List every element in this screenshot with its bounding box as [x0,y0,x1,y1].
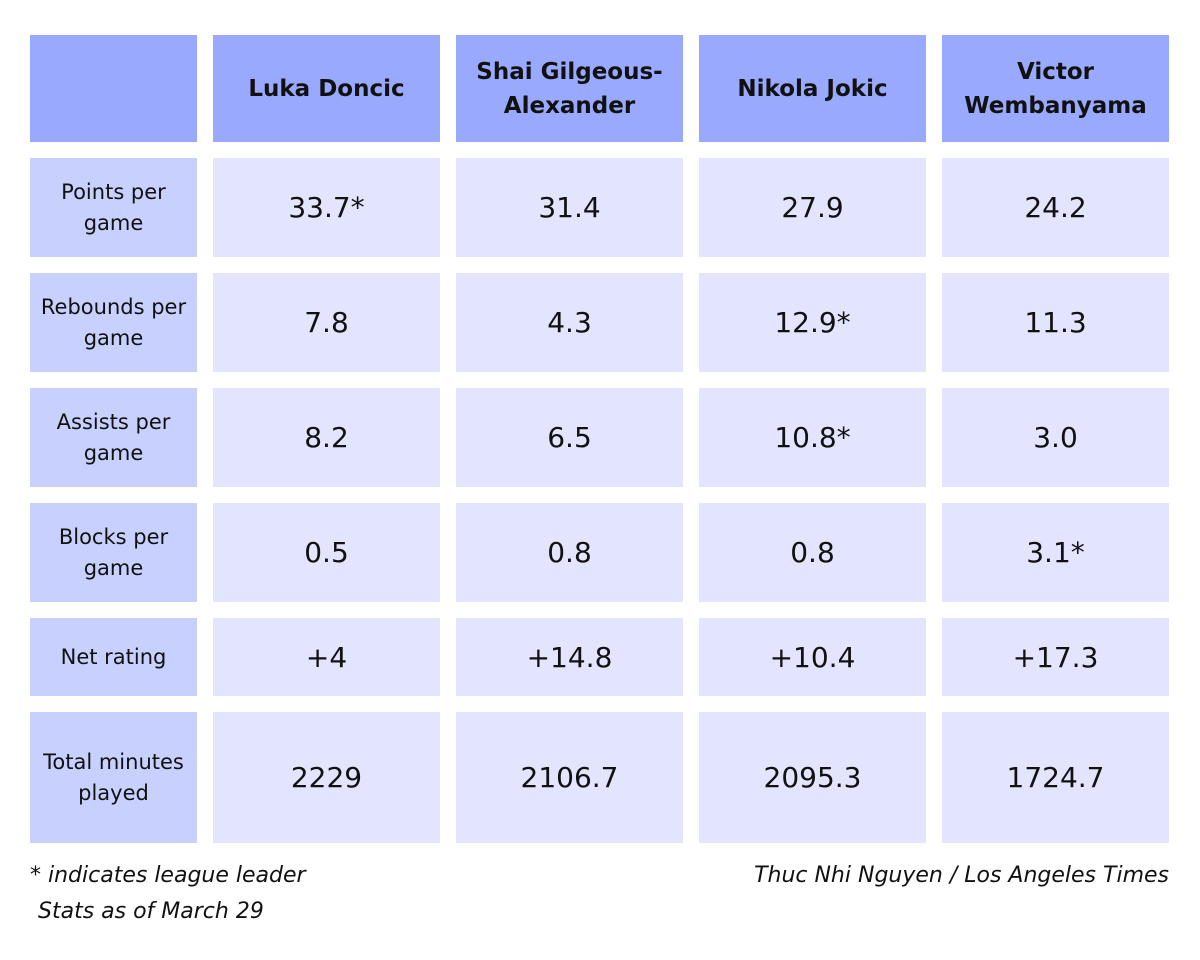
cell-rebounds-jokic: 12.9* [699,273,926,372]
cell-assists-jokic: 10.8* [699,388,926,487]
cell-points-gilgeous-alexander: 31.4 [456,158,683,257]
cell-rebounds-wembanyama: 11.3 [942,273,1169,372]
footnote-block: * indicates league leader Stats as of Ma… [30,858,306,930]
cell-minutes-jokic: 2095.3 [699,712,926,843]
row-label-total-minutes: Total minutes played [30,712,197,843]
cell-points-jokic: 27.9 [699,158,926,257]
cell-blocks-doncic: 0.5 [213,503,440,602]
cell-rebounds-doncic: 7.8 [213,273,440,372]
cell-assists-gilgeous-alexander: 6.5 [456,388,683,487]
row-label-net-rating: Net rating [30,618,197,696]
cell-blocks-wembanyama: 3.1* [942,503,1169,602]
cell-minutes-doncic: 2229 [213,712,440,843]
cell-assists-wembanyama: 3.0 [942,388,1169,487]
header-luka-doncic: Luka Doncic [213,35,440,142]
cell-net-rating-wembanyama: +17.3 [942,618,1169,696]
cell-net-rating-doncic: +4 [213,618,440,696]
header-corner-cell [30,35,197,142]
cell-points-wembanyama: 24.2 [942,158,1169,257]
cell-blocks-gilgeous-alexander: 0.8 [456,503,683,602]
header-victor-wembanyama: Victor Wembanyama [942,35,1169,142]
header-nikola-jokic: Nikola Jokic [699,35,926,142]
row-label-blocks: Blocks per game [30,503,197,602]
cell-minutes-gilgeous-alexander: 2106.7 [456,712,683,843]
cell-rebounds-gilgeous-alexander: 4.3 [456,273,683,372]
stats-table: Luka Doncic Shai Gilgeous-Alexander Niko… [30,35,1169,843]
cell-points-doncic: 33.7* [213,158,440,257]
row-label-points: Points per game [30,158,197,257]
cell-net-rating-jokic: +10.4 [699,618,926,696]
league-leader-note: * indicates league leader [30,863,306,888]
stats-date-note: Stats as of March 29 [38,899,264,924]
header-shai-gilgeous-alexander: Shai Gilgeous-Alexander [456,35,683,142]
source-credit: Thuc Nhi Nguyen / Los Angeles Times [754,863,1169,888]
row-label-rebounds: Rebounds per game [30,273,197,372]
cell-minutes-wembanyama: 1724.7 [942,712,1169,843]
row-label-assists: Assists per game [30,388,197,487]
cell-assists-doncic: 8.2 [213,388,440,487]
cell-blocks-jokic: 0.8 [699,503,926,602]
cell-net-rating-gilgeous-alexander: +14.8 [456,618,683,696]
